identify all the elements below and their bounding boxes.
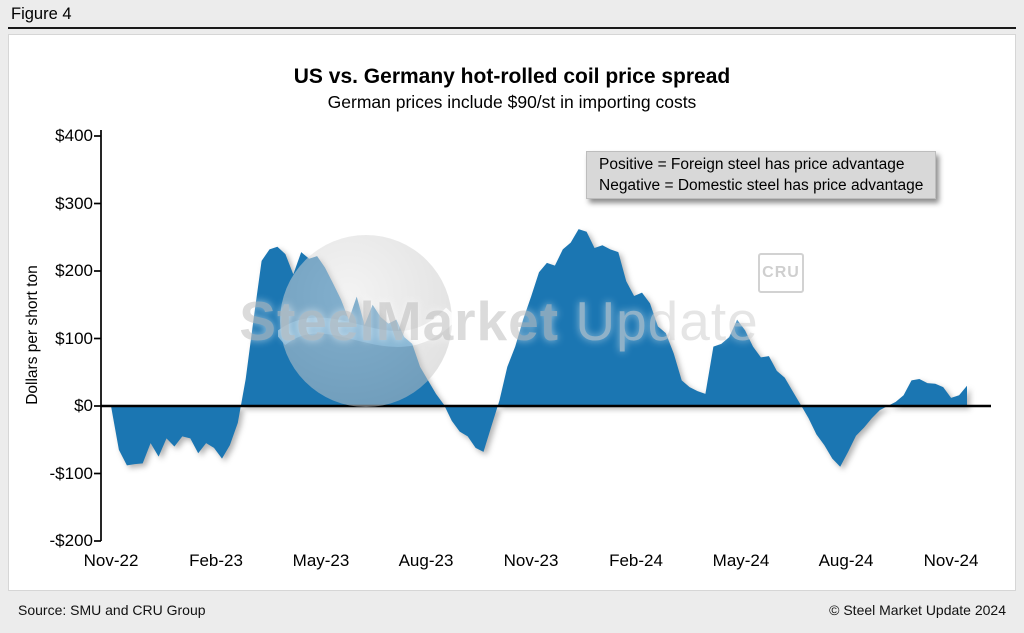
y-tick-label: $300 bbox=[55, 193, 93, 213]
x-tick-label: Feb-24 bbox=[609, 551, 663, 570]
x-tick-label: May-23 bbox=[292, 551, 350, 570]
cru-watermark-label: CRU bbox=[762, 264, 800, 281]
y-tick-label: $0 bbox=[74, 396, 93, 415]
annotation-line-positive: Positive = Foreign steel has price advan… bbox=[599, 156, 905, 173]
top-rule-divider bbox=[8, 27, 1016, 29]
watermark-text: SteelMarket Update bbox=[139, 289, 859, 353]
source-note: Source: SMU and CRU Group bbox=[18, 602, 206, 618]
x-tick-label: Aug-23 bbox=[398, 551, 454, 570]
y-tick-label: -$100 bbox=[49, 463, 93, 483]
watermark-part1: SteelMarket bbox=[239, 290, 560, 352]
watermark-part2: Update bbox=[559, 290, 759, 352]
y-tick-label: -$200 bbox=[49, 531, 93, 550]
x-tick-label: Nov-22 bbox=[83, 551, 139, 570]
y-tick-label: $200 bbox=[55, 261, 93, 280]
figure-label: Figure 4 bbox=[11, 5, 72, 23]
y-tick-label: $400 bbox=[55, 126, 93, 145]
x-tick-label: Aug-24 bbox=[818, 551, 874, 570]
cru-watermark-badge: CRU bbox=[758, 253, 804, 293]
x-tick-label: Feb-23 bbox=[189, 551, 243, 570]
x-tick-label: Nov-23 bbox=[503, 551, 559, 570]
x-tick-label: May-24 bbox=[712, 551, 770, 570]
annotation-box: Positive = Foreign steel has price advan… bbox=[586, 151, 937, 199]
globe-swoosh-icon bbox=[278, 235, 454, 407]
copyright-note: © Steel Market Update 2024 bbox=[829, 602, 1006, 618]
chart-panel: US vs. Germany hot-rolled coil price spr… bbox=[8, 34, 1016, 591]
annotation-line-negative: Negative = Domestic steel has price adva… bbox=[599, 177, 924, 194]
y-tick-label: $100 bbox=[55, 328, 93, 348]
x-tick-label: Nov-24 bbox=[923, 551, 979, 570]
chart-title: US vs. Germany hot-rolled coil price spr… bbox=[293, 65, 731, 88]
chart-subtitle: German prices include $90/st in importin… bbox=[327, 92, 697, 112]
